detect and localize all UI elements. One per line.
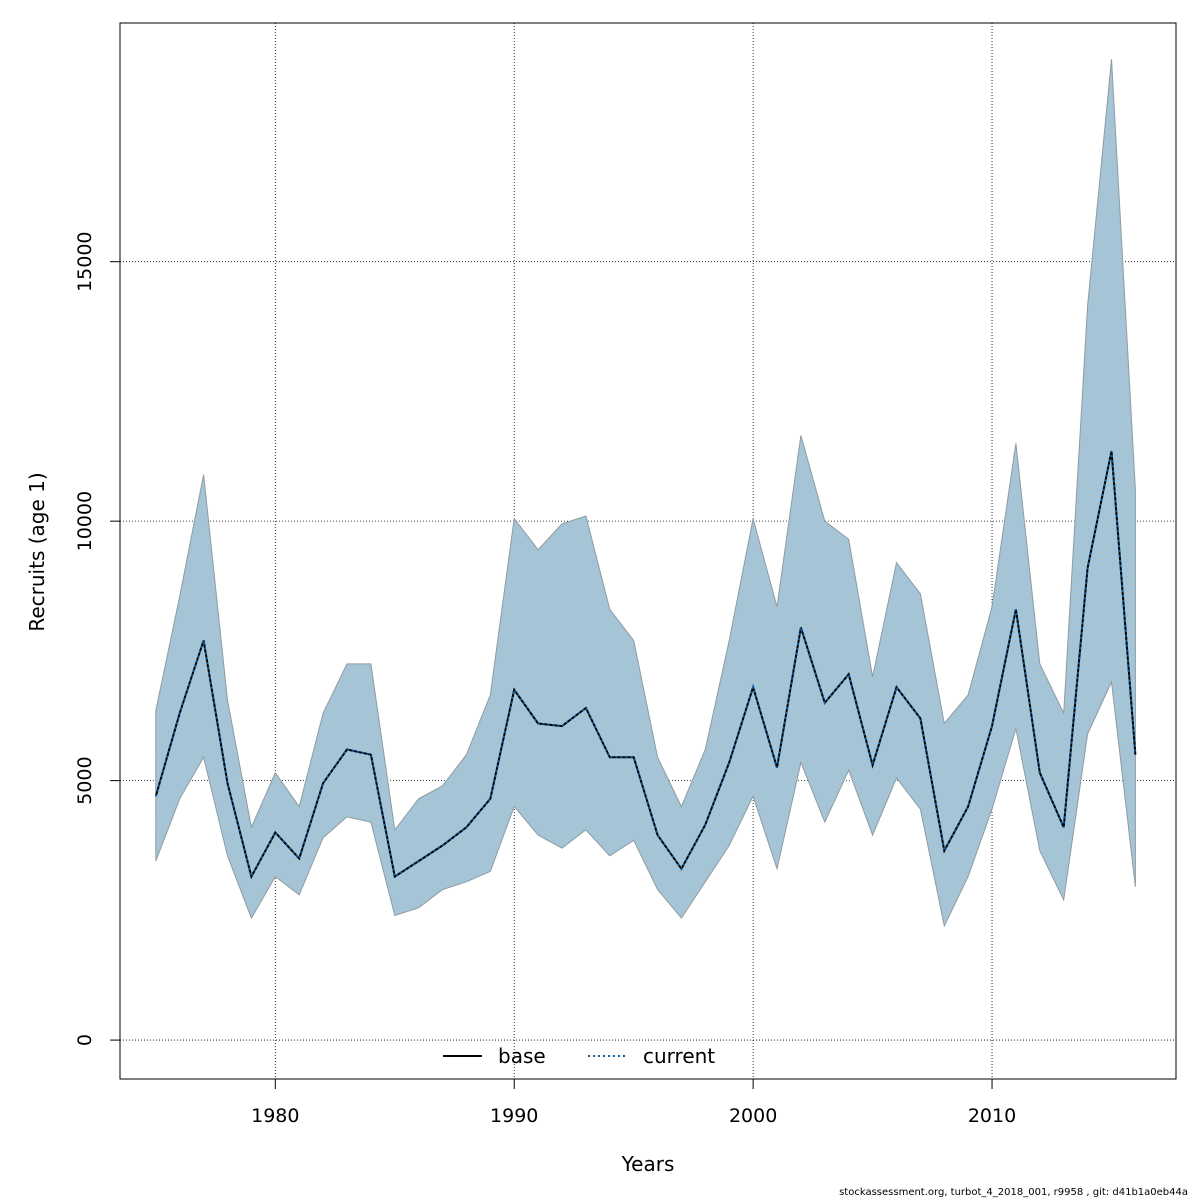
series-lines-layer: [154, 450, 1137, 880]
y-tick-label-0: 0: [74, 1034, 96, 1046]
series-line-current: [154, 450, 1137, 880]
legend: base current: [443, 1044, 715, 1068]
x-tick-label-2000: 2000: [729, 1105, 777, 1127]
x-axis-title: Years: [621, 1152, 675, 1176]
x-tick-label-1990: 1990: [490, 1105, 538, 1127]
x-tick-label-1980: 1980: [251, 1105, 299, 1127]
y-tick-label-10000: 10000: [74, 491, 96, 551]
footer-source-text: stockassessment.org, turbot_4_2018_001, …: [839, 1187, 1188, 1198]
legend-current-label: current: [643, 1044, 715, 1068]
y-axis-title: Recruits (age 1): [25, 472, 49, 631]
y-tick-label-5000: 5000: [74, 756, 96, 804]
x-tick-label-2010: 2010: [968, 1105, 1016, 1127]
y-tick-label-15000: 15000: [74, 231, 96, 291]
axes: 1980 1990 2000 2010 0 5000 10000 15000: [74, 231, 1016, 1127]
plot-frame: [119, 22, 1177, 1080]
legend-base-label: base: [498, 1044, 546, 1068]
